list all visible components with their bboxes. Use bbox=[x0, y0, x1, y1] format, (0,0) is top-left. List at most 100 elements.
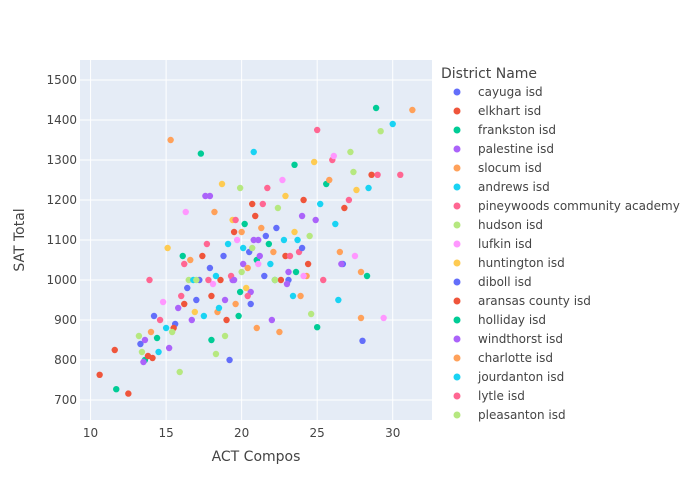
legend-marker bbox=[453, 145, 461, 153]
data-point bbox=[353, 186, 360, 194]
data-point bbox=[191, 308, 199, 316]
data-point bbox=[208, 292, 215, 300]
data-point bbox=[283, 280, 291, 288]
data-point bbox=[292, 268, 300, 276]
data-point bbox=[146, 276, 153, 284]
legend-item[interactable]: andrews isd bbox=[453, 180, 550, 194]
legend-item[interactable]: lytle isd bbox=[453, 389, 525, 403]
legend-item[interactable]: charlotte isd bbox=[453, 351, 553, 365]
x-tick-labels: 10 15 20 25 30 bbox=[83, 426, 400, 440]
y-tick-label: 800 bbox=[54, 353, 77, 367]
legend-item[interactable]: aransas county isd bbox=[453, 294, 591, 308]
data-point bbox=[252, 212, 259, 220]
legend-item[interactable]: lufkin isd bbox=[453, 237, 533, 251]
data-point bbox=[255, 260, 262, 268]
data-point bbox=[250, 236, 257, 244]
data-point bbox=[249, 244, 256, 252]
data-point bbox=[336, 248, 344, 256]
legend-title: District Name bbox=[441, 66, 537, 82]
data-point bbox=[241, 220, 248, 228]
data-point bbox=[238, 228, 245, 236]
data-point bbox=[276, 328, 283, 336]
data-point bbox=[372, 104, 380, 112]
data-point bbox=[178, 292, 185, 300]
y-tick-label: 700 bbox=[54, 393, 77, 407]
data-point bbox=[365, 184, 372, 192]
legend-marker bbox=[453, 316, 461, 324]
legend-marker bbox=[453, 107, 461, 115]
legend-item[interactable]: elkhart isd bbox=[453, 104, 542, 118]
legend-item[interactable]: huntington isd bbox=[453, 256, 565, 270]
data-point bbox=[259, 200, 266, 208]
legend-item[interactable]: pleasanton isd bbox=[453, 408, 566, 422]
data-point bbox=[298, 244, 306, 252]
legend[interactable]: cayuga isd elkhart isd frankston isd palest… bbox=[453, 85, 680, 422]
data-point bbox=[335, 296, 342, 304]
y-tick-label: 900 bbox=[54, 313, 77, 327]
data-point bbox=[304, 260, 312, 268]
legend-item[interactable]: diboll isd bbox=[453, 275, 532, 289]
data-point bbox=[218, 180, 226, 188]
data-points bbox=[96, 104, 416, 397]
legend-item[interactable]: holliday isd bbox=[453, 313, 547, 327]
legend-item[interactable]: palestine isd bbox=[453, 142, 554, 156]
data-point bbox=[232, 300, 239, 308]
data-point bbox=[409, 106, 416, 114]
legend-item[interactable]: windthorst isd bbox=[453, 332, 563, 346]
data-point bbox=[224, 240, 232, 248]
data-point bbox=[285, 268, 292, 276]
data-point bbox=[150, 312, 158, 320]
legend-label: aransas county isd bbox=[478, 294, 591, 308]
legend-item[interactable]: pineywoods community academy bbox=[453, 199, 680, 213]
legend-marker bbox=[453, 240, 461, 248]
data-point bbox=[258, 224, 265, 232]
legend-item[interactable]: hudson isd bbox=[453, 218, 544, 232]
legend-label: windthorst isd bbox=[478, 332, 563, 346]
data-point bbox=[226, 356, 233, 364]
legend-marker bbox=[453, 354, 461, 362]
legend-item[interactable]: slocum isd bbox=[453, 161, 542, 175]
data-point bbox=[125, 390, 132, 397]
y-tick-label: 1500 bbox=[46, 73, 77, 87]
data-point bbox=[242, 284, 250, 292]
legend-marker bbox=[453, 411, 461, 419]
data-point bbox=[144, 352, 152, 360]
data-point bbox=[202, 192, 209, 200]
data-point bbox=[320, 276, 327, 284]
data-point bbox=[250, 148, 257, 156]
data-point bbox=[193, 296, 200, 304]
data-point bbox=[174, 304, 182, 312]
data-point bbox=[206, 192, 214, 200]
legend-label: slocum isd bbox=[478, 161, 542, 175]
legend-marker bbox=[453, 335, 461, 343]
data-point bbox=[138, 348, 146, 356]
legend-item[interactable]: cayuga isd bbox=[453, 85, 543, 99]
legend-label: frankston isd bbox=[478, 123, 556, 137]
data-point bbox=[217, 276, 224, 284]
legend-item[interactable]: jourdanton isd bbox=[453, 370, 565, 384]
data-point bbox=[273, 224, 280, 232]
data-point bbox=[162, 324, 170, 332]
data-point bbox=[297, 292, 304, 300]
data-point bbox=[182, 208, 189, 216]
data-point bbox=[368, 171, 375, 178]
legend-label: huntington isd bbox=[478, 256, 565, 270]
data-point bbox=[268, 316, 276, 324]
data-point bbox=[300, 196, 307, 204]
legend-marker bbox=[453, 126, 461, 134]
data-point bbox=[140, 358, 147, 366]
legend-label: andrews isd bbox=[478, 180, 550, 194]
data-point bbox=[165, 344, 173, 352]
legend-label: hudson isd bbox=[478, 218, 543, 232]
legend-item[interactable]: frankston isd bbox=[453, 123, 557, 137]
data-point bbox=[298, 212, 306, 220]
data-point bbox=[274, 204, 282, 212]
data-point bbox=[147, 328, 155, 336]
data-point bbox=[291, 228, 298, 236]
data-point bbox=[244, 292, 251, 300]
y-tick-label: 1100 bbox=[46, 233, 77, 247]
data-point bbox=[249, 200, 256, 208]
data-point bbox=[286, 252, 294, 260]
data-point bbox=[282, 252, 289, 260]
